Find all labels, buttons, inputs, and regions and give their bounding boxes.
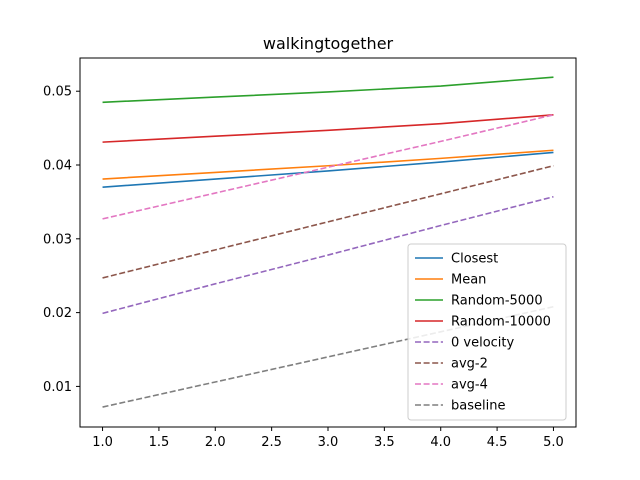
series-line-avg-2 [102,164,554,279]
plot-area [102,76,554,408]
legend-label: Closest [451,252,498,267]
y-tick-label: 0.04 [43,159,72,174]
x-tick-label: 5.0 [543,435,564,450]
x-tick-label: 4.5 [487,435,508,450]
legend: Closest Mean Random-5000 Random-10000 0 velo… [407,243,567,421]
x-tick-label: 4.0 [430,435,451,450]
x-tick-label: 3.5 [374,435,395,450]
x-tick-label: 1.5 [149,435,170,450]
legend-label: baseline [451,399,505,414]
y-tick-label: 0.02 [43,306,72,321]
x-tick-label: 1.0 [92,435,113,450]
x-tick-label: 2.0 [205,435,226,450]
x-tick-label: 3.0 [318,435,339,450]
legend-label: 0 velocity [451,336,515,351]
y-tick-label: 0.03 [43,232,72,247]
series-line-mean [102,149,554,180]
legend-box [407,243,567,421]
x-tick-label: 2.5 [261,435,282,450]
series-line-closest [102,151,554,188]
series-line-0-velocity [102,195,554,315]
legend-label: Random-10000 [451,315,551,330]
axes-frame [79,57,577,428]
y-tick-label: 0.05 [43,85,72,100]
axes-spines [79,57,577,428]
legend-label: avg-4 [451,378,488,393]
legend-label: Mean [451,273,486,288]
series-line-random-10000 [102,114,554,143]
series-line-random-5000 [102,76,554,104]
y-tick-label: 0.01 [43,380,72,395]
axes: 1.0 1.5 2.0 2.5 3.0 3.5 4.0 4.5 5.0 0.01 0.02 0.03 0… [43,85,564,450]
chart-title: walkingtogether [263,34,394,53]
legend-label: avg-2 [451,357,488,372]
legend-label: Random-5000 [451,294,543,309]
